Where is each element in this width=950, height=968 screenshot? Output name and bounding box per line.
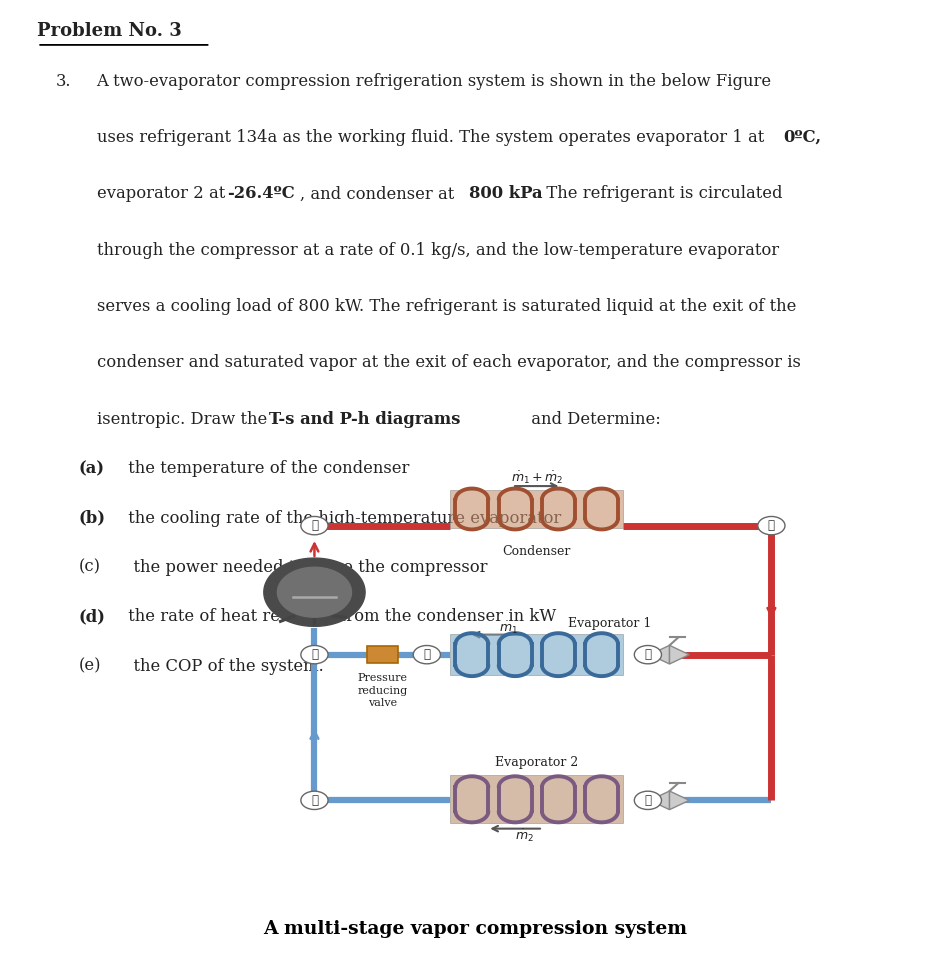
Text: ⑦: ⑦	[311, 794, 318, 807]
Text: and Determine:: and Determine:	[526, 410, 661, 428]
Text: (c): (c)	[78, 559, 101, 576]
Text: $\dot{m}_1+\dot{m}_2$: $\dot{m}_1+\dot{m}_2$	[510, 469, 563, 486]
Text: $\dot{m}_2$: $\dot{m}_2$	[515, 828, 534, 844]
Text: the COP of the system.: the COP of the system.	[123, 657, 324, 675]
Text: 800 kPa: 800 kPa	[468, 185, 542, 202]
Bar	[367, 647, 398, 663]
Text: evaporator 2 at: evaporator 2 at	[97, 185, 230, 202]
Text: 3.: 3.	[55, 73, 71, 90]
Circle shape	[635, 791, 661, 809]
Circle shape	[635, 646, 661, 664]
Text: Pressure
reducing
valve: Pressure reducing valve	[357, 674, 408, 709]
Text: serves a cooling load of 800 kW. The refrigerant is saturated liquid at the exit: serves a cooling load of 800 kW. The ref…	[97, 298, 796, 316]
Text: through the compressor at a rate of 0.1 kg/s, and the low-temperature evaporator: through the compressor at a rate of 0.1 …	[97, 242, 779, 258]
Text: Condenser: Condenser	[503, 545, 571, 558]
Bar	[450, 634, 623, 676]
Polygon shape	[650, 791, 670, 809]
Text: (b): (b)	[78, 509, 105, 527]
Circle shape	[758, 517, 785, 534]
Text: Evaporator 2: Evaporator 2	[495, 756, 579, 770]
Text: ④: ④	[644, 649, 652, 661]
Text: Problem No. 3: Problem No. 3	[37, 22, 182, 41]
Text: (e): (e)	[78, 657, 101, 675]
Text: (d): (d)	[78, 608, 105, 625]
Text: uses refrigerant 134a as the working fluid. The system operates evaporator 1 at: uses refrigerant 134a as the working flu…	[97, 129, 769, 146]
Text: the temperature of the condenser: the temperature of the condenser	[123, 460, 409, 477]
Text: , and condenser at: , and condenser at	[300, 185, 460, 202]
Text: ⑥: ⑥	[644, 794, 652, 807]
Text: ①: ①	[311, 649, 318, 661]
Polygon shape	[264, 559, 365, 626]
Circle shape	[301, 791, 328, 809]
Text: Evaporator 1: Evaporator 1	[568, 617, 651, 630]
Text: (a): (a)	[78, 460, 104, 477]
Polygon shape	[650, 646, 670, 664]
Text: the power needed to drive the compressor: the power needed to drive the compressor	[123, 559, 487, 576]
Text: A multi-stage vapor compression system: A multi-stage vapor compression system	[263, 920, 687, 938]
Text: condenser and saturated vapor at the exit of each evaporator, and the compressor: condenser and saturated vapor at the exi…	[97, 354, 801, 372]
Polygon shape	[670, 791, 690, 809]
Text: ⑤: ⑤	[424, 649, 430, 661]
Text: . The refrigerant is circulated: . The refrigerant is circulated	[536, 185, 783, 202]
Text: the cooling rate of the high-temperature evaporator: the cooling rate of the high-temperature…	[123, 509, 561, 527]
Circle shape	[301, 646, 328, 664]
Text: the rate of heat removed from the condenser in kW: the rate of heat removed from the conden…	[123, 608, 556, 625]
Polygon shape	[277, 567, 352, 618]
Text: A two-evaporator compression refrigeration system is shown in the below Figure: A two-evaporator compression refrigerati…	[97, 73, 771, 90]
Bar	[450, 775, 623, 823]
Bar	[450, 490, 623, 528]
Text: isentropic. Draw the: isentropic. Draw the	[97, 410, 272, 428]
Text: T-s and P-h diagrams: T-s and P-h diagrams	[269, 410, 460, 428]
Text: -26.4ºC: -26.4ºC	[227, 185, 294, 202]
Circle shape	[413, 646, 441, 664]
Circle shape	[301, 517, 328, 534]
Text: ②: ②	[311, 519, 318, 532]
Polygon shape	[670, 646, 690, 664]
Text: $\dot{m}_1$: $\dot{m}_1$	[500, 620, 519, 636]
Text: 0ºC,: 0ºC,	[783, 129, 822, 146]
Text: ③: ③	[768, 519, 775, 532]
